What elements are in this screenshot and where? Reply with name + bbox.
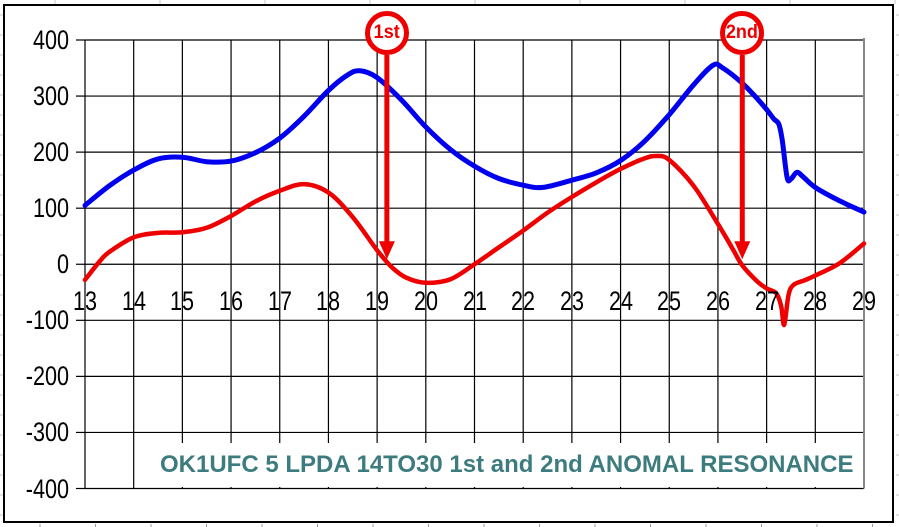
annotation-1st-label: 1st [373,22,400,43]
x-axis-label: 18 [316,286,341,316]
y-axis-label: -300 [25,417,69,448]
series-red-curve[interactable] [82,153,867,328]
y-axis-label: -100 [25,305,69,336]
x-axis-label: 27 [754,286,779,316]
x-axis-label: 20 [413,286,438,316]
chart-title[interactable]: OK1UFC 5 LPDA 14TO30 1st and 2nd ANOMAL … [150,443,862,487]
x-axis-label: 23 [559,286,584,316]
chart-object-border [3,4,894,523]
y-axis-label: 300 [32,81,69,112]
annotation-2nd-circle[interactable]: 2nd [720,11,765,55]
y-axis-label: 400 [32,25,69,55]
x-axis-label: 15 [170,286,195,316]
x-axis-label: 28 [803,286,828,316]
chart-title-text: OK1UFC 5 LPDA 14TO30 1st and 2nd ANOMAL … [160,451,854,478]
x-axis-label: 25 [657,286,682,316]
x-axis-label: 22 [511,286,536,316]
y-axis-label: -400 [25,473,69,504]
x-axis-label: 17 [267,286,292,316]
x-axis-label: 13 [72,286,98,316]
annotation-2nd-label: 2nd [726,22,759,43]
x-axis-label: 26 [705,286,730,316]
annotation-1st-circle[interactable]: 1st [364,11,409,55]
y-axis-label: 100 [32,193,69,224]
x-axis-label: 14 [121,286,146,316]
annotation-arrowhead [378,241,395,260]
series-blue-curve[interactable] [82,61,867,215]
x-axis-label: 16 [219,286,244,316]
y-axis-label: 200 [32,137,69,168]
annotation-arrowhead [734,241,751,260]
x-axis-label: 19 [365,286,390,316]
x-axis-label: 21 [462,286,487,316]
x-axis-label: 29 [851,286,877,316]
y-axis-label: 0 [56,249,69,280]
y-axis-label: -200 [25,361,69,392]
x-axis-label: 24 [608,286,633,316]
